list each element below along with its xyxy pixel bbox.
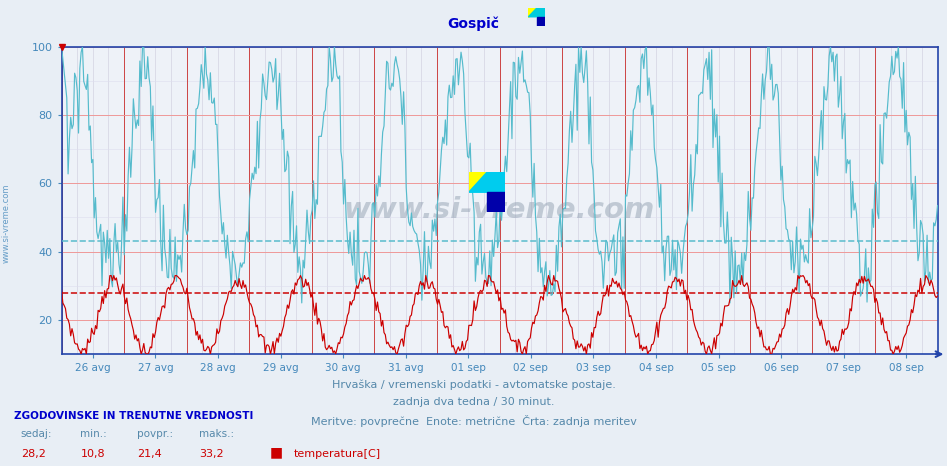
Text: Gospič: Gospič [448, 16, 499, 31]
Text: temperatura[C]: temperatura[C] [294, 449, 381, 459]
Polygon shape [537, 17, 545, 26]
Text: ■: ■ [270, 463, 283, 466]
Text: sedaj:: sedaj: [21, 429, 52, 439]
Text: 10,8: 10,8 [80, 449, 105, 459]
Polygon shape [487, 192, 505, 212]
Text: povpr.:: povpr.: [137, 429, 173, 439]
Text: ZGODOVINSKE IN TRENUTNE VREDNOSTI: ZGODOVINSKE IN TRENUTNE VREDNOSTI [14, 411, 254, 421]
Polygon shape [528, 8, 545, 17]
Polygon shape [469, 172, 505, 192]
Text: min.:: min.: [80, 429, 107, 439]
Text: ■: ■ [270, 445, 283, 459]
Text: Meritve: povprečne  Enote: metrične  Črta: zadnja meritev: Meritve: povprečne Enote: metrične Črta:… [311, 415, 636, 427]
Polygon shape [469, 172, 487, 192]
Polygon shape [528, 8, 537, 17]
Text: zadnja dva tedna / 30 minut.: zadnja dva tedna / 30 minut. [393, 397, 554, 407]
Text: 21,4: 21,4 [137, 449, 162, 459]
Text: www.si-vreme.com: www.si-vreme.com [2, 184, 11, 263]
Text: www.si-vreme.com: www.si-vreme.com [344, 196, 655, 224]
Text: 33,2: 33,2 [199, 449, 223, 459]
Text: maks.:: maks.: [199, 429, 234, 439]
Text: 28,2: 28,2 [21, 449, 45, 459]
Text: Hrvaška / vremenski podatki - avtomatske postaje.: Hrvaška / vremenski podatki - avtomatske… [331, 380, 616, 391]
